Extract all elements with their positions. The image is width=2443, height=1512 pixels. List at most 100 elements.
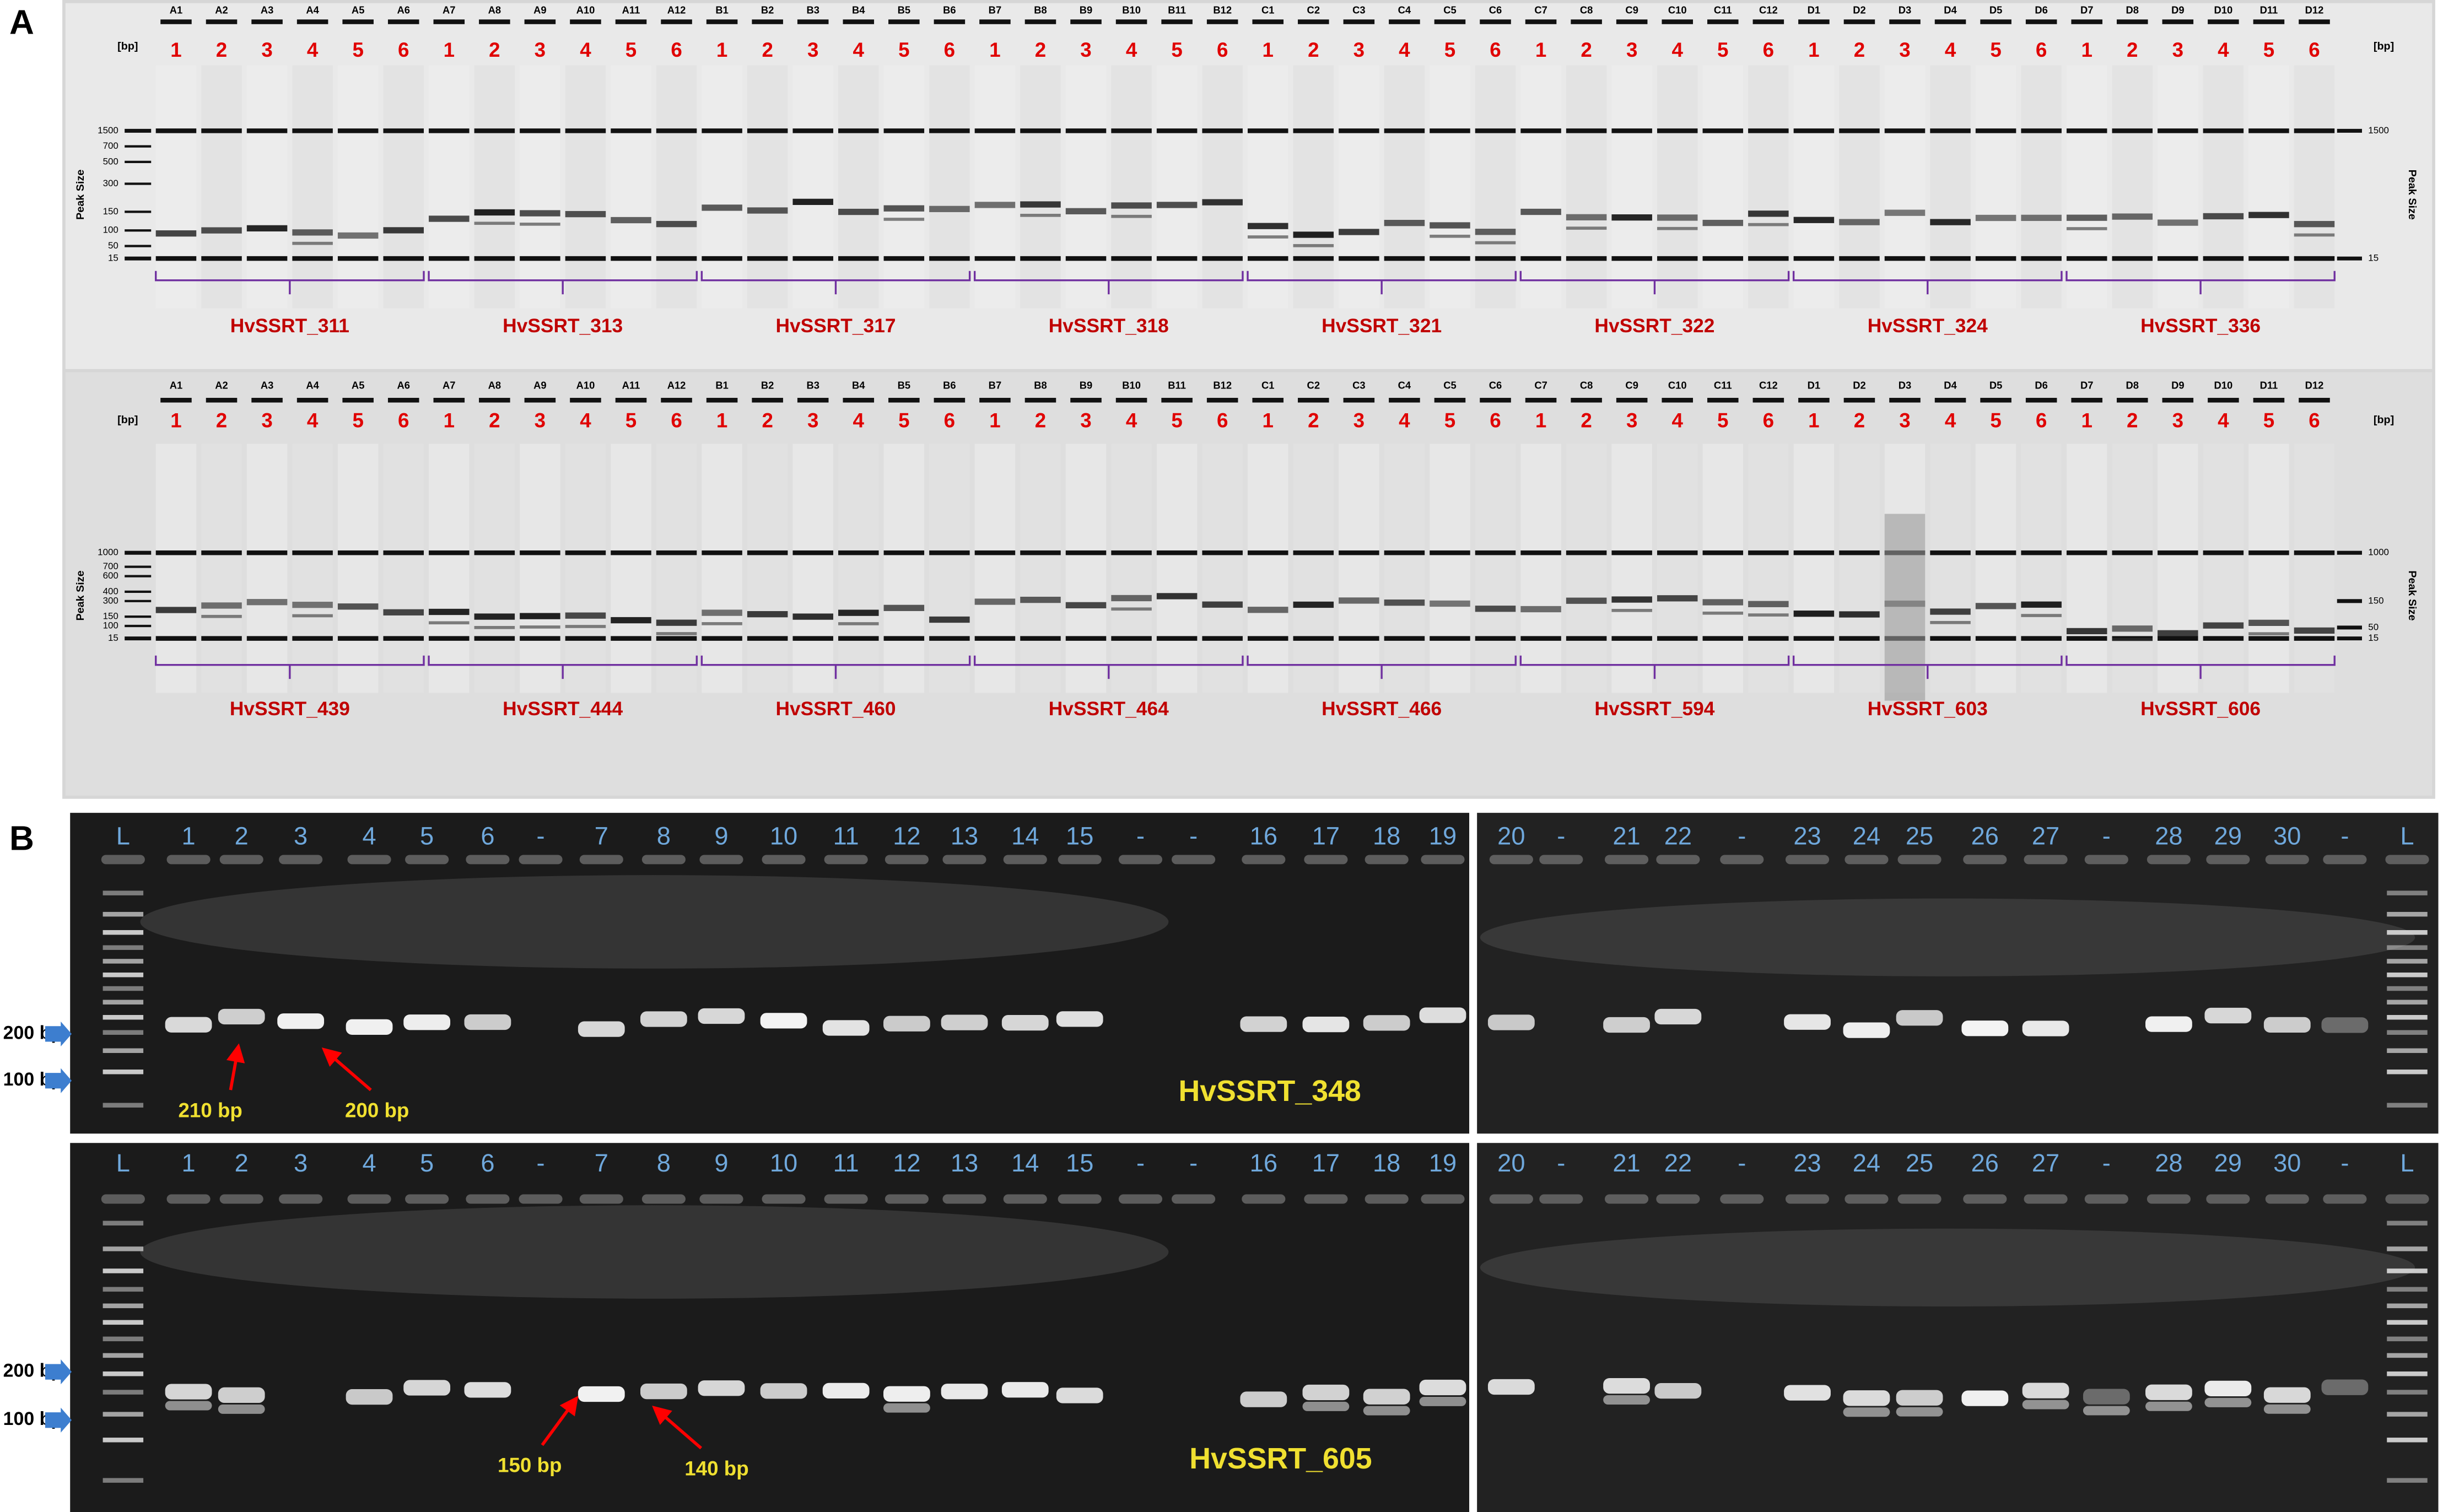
- ladder-band: [429, 636, 470, 641]
- well: [279, 855, 323, 865]
- band: [2204, 1007, 2252, 1024]
- sample-band: [883, 604, 925, 611]
- lane-number: 4: [1945, 409, 1956, 432]
- well-bar: [1161, 398, 1193, 403]
- ladder-band: [2294, 256, 2335, 261]
- blue-arrow: [45, 1407, 72, 1433]
- ladder-band: [2158, 256, 2198, 261]
- lane: [2158, 444, 2198, 693]
- sample-band: [1611, 608, 1652, 612]
- band: [2145, 1401, 2192, 1411]
- peak-size-label: Peak Size: [74, 570, 87, 620]
- well-label: A2: [215, 380, 228, 391]
- ladder-band: [103, 1303, 144, 1309]
- well-label: C1: [1261, 4, 1274, 16]
- ladder-band: [2158, 636, 2198, 641]
- sample-band: [1793, 611, 1835, 617]
- bp-label: [bp]: [117, 414, 138, 426]
- band: [1603, 1395, 1650, 1405]
- well-bar: [2208, 19, 2239, 24]
- lane-number: 1: [444, 409, 455, 432]
- well-bar: [296, 398, 328, 403]
- ladder-band: [1475, 128, 1516, 133]
- lane-label: 1: [182, 822, 196, 850]
- ladder-band: [747, 550, 788, 555]
- ladder-band: [2387, 1412, 2428, 1417]
- ladder-band: [2387, 1303, 2428, 1309]
- annotation: 150 bp: [498, 1454, 562, 1477]
- lane-number: 2: [1581, 409, 1592, 432]
- ladder-band: [1020, 550, 1061, 555]
- ladder-band: [292, 128, 333, 133]
- ladder-band: [1611, 636, 1652, 641]
- band: [1056, 1387, 1103, 1403]
- gel-left: [70, 1143, 1470, 1512]
- lane: [565, 65, 606, 309]
- lane-label: -: [2102, 822, 2111, 850]
- band: [2022, 1400, 2069, 1410]
- ladder-band: [1884, 256, 1926, 261]
- lane-number: 6: [398, 39, 409, 61]
- ladder-band: [103, 911, 144, 917]
- well-bar: [615, 19, 647, 24]
- lane-label: 26: [1971, 1149, 1999, 1177]
- band: [1487, 1014, 1535, 1030]
- sample-band: [1657, 214, 1698, 221]
- bracket: [1519, 655, 1790, 679]
- marker-name: HvSSRT_313: [503, 315, 623, 337]
- ladder-band: [1839, 128, 1880, 133]
- lane: [155, 65, 197, 309]
- sample-band: [383, 609, 424, 615]
- sample-band: [883, 205, 925, 212]
- ladder-band: [2112, 256, 2153, 261]
- well: [762, 855, 806, 865]
- marker-name: HvSSRT_336: [2140, 315, 2261, 337]
- well: [1845, 1194, 1889, 1204]
- ladder-band: [1475, 256, 1516, 261]
- lane: [1475, 65, 1516, 309]
- size-label: 1000: [98, 547, 118, 558]
- well-label: C8: [1580, 380, 1593, 391]
- band: [218, 1404, 265, 1414]
- well-bar: [1525, 398, 1557, 403]
- sample-band: [611, 217, 651, 224]
- sample-band: [1065, 208, 1107, 214]
- ladder-band: [383, 636, 424, 641]
- well: [466, 1194, 510, 1204]
- bp-label: [bp]: [117, 40, 138, 52]
- lane: [246, 65, 288, 309]
- well-label: C4: [1398, 4, 1411, 16]
- lane-label: 9: [714, 1149, 728, 1177]
- lane-label: 16: [1250, 822, 1277, 850]
- well-bar: [706, 398, 738, 403]
- marker-name: HvSSRT_460: [775, 698, 896, 720]
- well-label: D10: [2214, 4, 2233, 16]
- lane: [1611, 444, 1652, 693]
- marker-name: HvSSRT_318: [1049, 315, 1169, 337]
- ladder-band: [1566, 128, 1607, 133]
- well-label: B9: [1080, 380, 1092, 391]
- lane: [2066, 444, 2107, 693]
- ladder-band: [1748, 128, 1789, 133]
- bracket: [973, 655, 1244, 679]
- well-label: A7: [443, 380, 455, 391]
- ladder-band: [792, 550, 833, 555]
- lane-label: 14: [1011, 822, 1039, 850]
- ladder-band: [383, 128, 424, 133]
- well: [101, 1194, 145, 1204]
- lane-number: 2: [1035, 39, 1046, 61]
- well: [1604, 1194, 1649, 1204]
- sample-band: [201, 602, 242, 609]
- band: [346, 1019, 393, 1035]
- lane: [474, 444, 515, 693]
- lane: [702, 65, 742, 309]
- lane-number: 4: [1399, 39, 1410, 61]
- lane: [2112, 65, 2153, 309]
- lane-number: 2: [2127, 409, 2138, 432]
- lane: [747, 444, 788, 693]
- sample-band: [2203, 213, 2244, 220]
- bracket: [700, 655, 971, 679]
- well-label: D6: [2035, 380, 2047, 391]
- ladder-band: [2021, 256, 2062, 261]
- band: [2145, 1384, 2192, 1400]
